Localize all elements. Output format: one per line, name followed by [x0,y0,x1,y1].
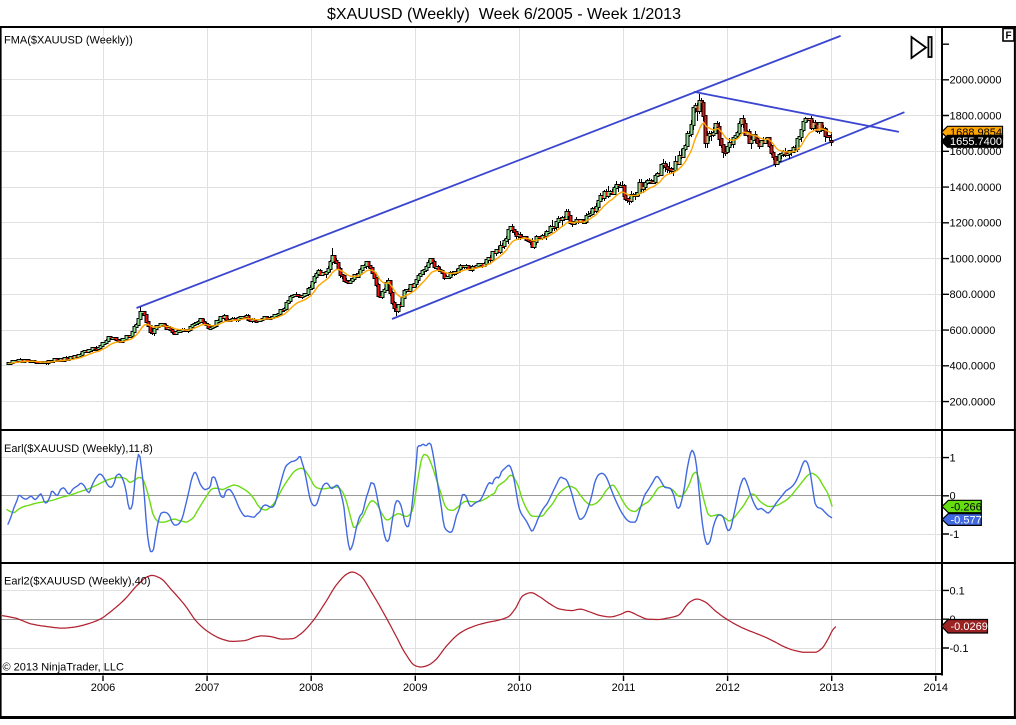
svg-text:2000.0000: 2000.0000 [950,75,1002,87]
svg-text:-0.0269: -0.0269 [951,621,988,633]
svg-text:800.0000: 800.0000 [950,289,996,301]
svg-text:2014: 2014 [924,682,948,694]
svg-text:200.0000: 200.0000 [950,396,996,408]
svg-text:-0.266: -0.266 [951,501,982,513]
svg-text:© 2013 NinjaTrader, LLC: © 2013 NinjaTrader, LLC [3,662,124,674]
svg-text:FMA($XAUUSD (Weekly)): FMA($XAUUSD (Weekly)) [4,35,133,47]
svg-text:2009: 2009 [403,682,427,694]
svg-text:-0.577: -0.577 [951,514,982,526]
svg-text:1600.0000: 1600.0000 [950,146,1002,158]
svg-text:0.1: 0.1 [950,585,965,597]
svg-text:2007: 2007 [195,682,219,694]
svg-text:1200.0000: 1200.0000 [950,218,1002,230]
svg-text:2013: 2013 [819,682,843,694]
svg-text:1800.0000: 1800.0000 [950,111,1002,123]
svg-text:2010: 2010 [507,682,531,694]
svg-text:Earl($XAUUSD (Weekly),11,8): Earl($XAUUSD (Weekly),11,8) [4,443,153,455]
svg-text:2008: 2008 [299,682,323,694]
svg-text:1000.0000: 1000.0000 [950,253,1002,265]
svg-text:2012: 2012 [715,682,739,694]
svg-text:Earl2($XAUUSD (Weekly),40): Earl2($XAUUSD (Weekly),40) [4,576,151,588]
svg-text:$XAUUSD (Weekly) Week 6/2005: $XAUUSD (Weekly) Week 6/2005 - Week 1/20… [327,6,681,23]
svg-text:400.0000: 400.0000 [950,361,996,373]
svg-text:1: 1 [950,453,956,465]
svg-text:0: 0 [950,491,956,503]
svg-text:1400.0000: 1400.0000 [950,182,1002,194]
svg-text:600.0000: 600.0000 [950,325,996,337]
svg-text:2006: 2006 [91,682,115,694]
svg-text:-1: -1 [950,529,960,541]
svg-text:2011: 2011 [612,682,636,694]
svg-text:1655.7400: 1655.7400 [950,136,1002,148]
svg-text:F: F [1005,31,1011,42]
svg-text:-0.1: -0.1 [950,643,969,655]
